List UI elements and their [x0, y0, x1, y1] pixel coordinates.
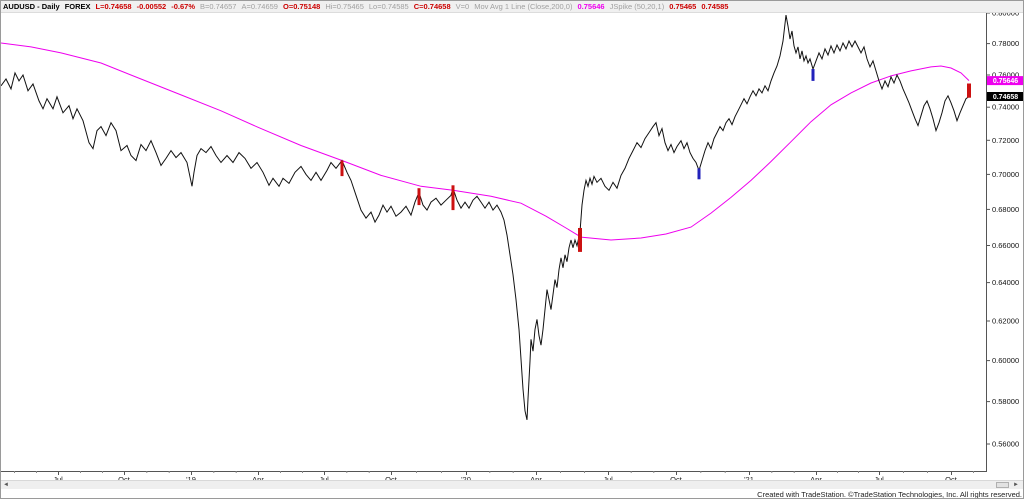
quote-field: 0.75465: [669, 2, 697, 11]
x-tick-label: Jul: [603, 475, 613, 480]
plot-background: [1, 1, 1023, 480]
chart-header: AUDUSD - Daily FOREX L=0.74658 -0.00552 -0.6…: [1, 1, 1023, 13]
spike-marker-blue: [811, 69, 815, 81]
quote-field: -0.67%: [171, 2, 195, 11]
quote-field: 0.75646: [577, 2, 605, 11]
x-tick-label: '19: [186, 475, 196, 480]
header-fields: AUDUSD - Daily FOREX L=0.74658 -0.00552 -0.6…: [3, 1, 728, 12]
quote-field: 0.74585: [701, 2, 729, 11]
quote-field: V=0: [455, 2, 470, 11]
quote-field: Mov Avg 1 Line (Close,200,0): [474, 2, 573, 11]
horizontal-scrollbar[interactable]: ◄ ►: [1, 480, 1023, 489]
y-tick-label: 0.60000: [992, 356, 1019, 365]
quote-field: AUDUSD - Daily: [3, 2, 60, 11]
quote-field: JSpike (50,20,1): [609, 2, 665, 11]
x-tick-label: Oct: [670, 475, 683, 480]
y-tick-label: 0.76000: [992, 71, 1019, 80]
quote-field: Hi=0.75465: [325, 2, 364, 11]
quote-field: L=0.74658: [95, 2, 132, 11]
y-tick-label: 0.72000: [992, 136, 1019, 145]
scroll-left-icon[interactable]: ◄: [3, 482, 9, 488]
quote-field: A=0.74659: [241, 2, 278, 11]
copyright-text: Created with TradeStation. ©TradeStation…: [757, 490, 1022, 499]
ma-line: [1, 42, 970, 241]
scroll-right-icon[interactable]: ►: [1013, 482, 1019, 488]
spike-marker-red: [451, 185, 455, 211]
x-tick-label: Oct: [945, 475, 958, 480]
price-badge-label: 0.74658: [993, 94, 1018, 101]
y-tick-label: 0.66000: [992, 241, 1019, 250]
quote-field: Lo=0.74585: [368, 2, 409, 11]
y-tick-label: 0.80000: [992, 9, 1019, 18]
y-tick-label: 0.56000: [992, 440, 1019, 449]
quote-field: O=0.75148: [282, 2, 321, 11]
y-tick-label: 0.74000: [992, 103, 1019, 112]
x-tick-label: Apr: [530, 475, 542, 480]
price-chart[interactable]: 0.80000 0.78000 0.76000 0.74000 0.72000 0.700…: [1, 1, 1024, 480]
x-tick-label: Jul: [53, 475, 63, 480]
scrollbar-thumb[interactable]: [996, 482, 1009, 488]
x-tick-label: Jul: [319, 475, 329, 480]
y-tick-label: 0.78000: [992, 39, 1019, 48]
price-badge-label: 0.75646: [993, 78, 1018, 85]
y-tick-label: 0.70000: [992, 170, 1019, 179]
x-tick-label: Oct: [118, 475, 131, 480]
spike-marker-blue: [697, 168, 701, 180]
spike-marker-red: [417, 188, 421, 206]
spike-marker-red: [340, 160, 344, 177]
x-tick-label: '20: [461, 475, 471, 480]
y-tick-label: 0.62000: [992, 317, 1019, 326]
y-tick-label: 0.68000: [992, 205, 1019, 214]
price-badge: [987, 76, 1023, 86]
quote-field: C=0.74658: [413, 2, 451, 11]
price-badge: [987, 92, 1023, 101]
x-tick-label: Oct: [385, 475, 398, 480]
spike-marker-red: [967, 83, 971, 98]
x-tick-label: Apr: [252, 475, 264, 480]
y-tick-label: 0.64000: [992, 278, 1019, 287]
quote-field: B=0.74657: [199, 2, 237, 11]
x-tick-label: Jul: [874, 475, 884, 480]
copyright-bar: Created with TradeStation. ©TradeStation…: [1, 489, 1023, 499]
quote-field: FOREX: [64, 2, 91, 11]
x-tick-label: '21: [744, 475, 754, 480]
quote-field: -0.00552: [136, 2, 167, 11]
spike-marker-red: [578, 228, 582, 252]
x-tick-label: Apr: [810, 475, 822, 480]
y-tick-label: 0.58000: [992, 397, 1019, 406]
price-line: [1, 15, 970, 421]
